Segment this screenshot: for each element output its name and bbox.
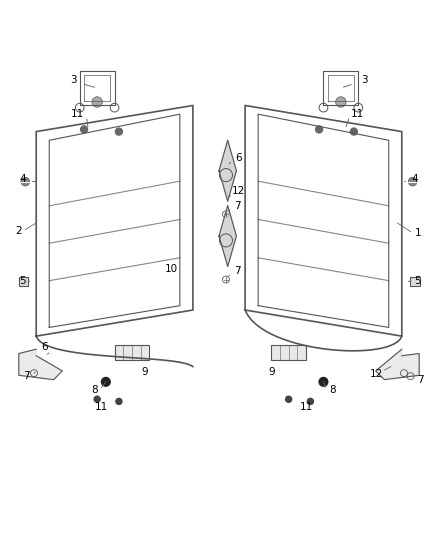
Text: 11: 11 (71, 109, 84, 119)
FancyBboxPatch shape (115, 345, 149, 360)
Text: 11: 11 (95, 402, 108, 411)
Polygon shape (219, 206, 237, 266)
Text: 8: 8 (330, 385, 336, 395)
FancyBboxPatch shape (271, 345, 306, 360)
Circle shape (350, 128, 357, 135)
Text: 2: 2 (15, 226, 22, 236)
Text: 12: 12 (232, 186, 245, 196)
Text: 6: 6 (42, 342, 48, 352)
Text: 3: 3 (70, 75, 77, 85)
Text: 11: 11 (351, 109, 364, 119)
Circle shape (286, 396, 292, 402)
Text: 4: 4 (412, 174, 418, 184)
Text: 5: 5 (19, 276, 25, 286)
Text: 7: 7 (417, 375, 424, 385)
Text: 9: 9 (142, 367, 148, 377)
Circle shape (94, 396, 100, 402)
Circle shape (81, 126, 88, 133)
Circle shape (21, 177, 30, 186)
Text: 12: 12 (370, 369, 383, 379)
Text: 6: 6 (235, 152, 242, 163)
Circle shape (116, 398, 122, 405)
Text: 7: 7 (234, 266, 241, 276)
Circle shape (316, 126, 322, 133)
Text: 7: 7 (234, 200, 241, 211)
Circle shape (307, 398, 314, 405)
Text: 8: 8 (92, 385, 98, 395)
Text: 3: 3 (361, 75, 368, 85)
Polygon shape (19, 349, 62, 379)
Text: 7: 7 (23, 371, 30, 381)
Text: 1: 1 (415, 228, 421, 238)
Text: 11: 11 (300, 402, 313, 411)
Circle shape (408, 177, 417, 186)
Text: 10: 10 (165, 264, 178, 273)
FancyBboxPatch shape (410, 277, 420, 286)
FancyBboxPatch shape (19, 277, 28, 286)
Polygon shape (376, 349, 419, 379)
Circle shape (92, 97, 102, 107)
Text: 9: 9 (268, 367, 275, 377)
Circle shape (116, 128, 122, 135)
Text: 4: 4 (20, 174, 26, 184)
Polygon shape (219, 140, 237, 201)
Text: 5: 5 (414, 276, 420, 286)
Circle shape (336, 97, 346, 107)
Circle shape (102, 377, 110, 386)
Circle shape (319, 377, 328, 386)
